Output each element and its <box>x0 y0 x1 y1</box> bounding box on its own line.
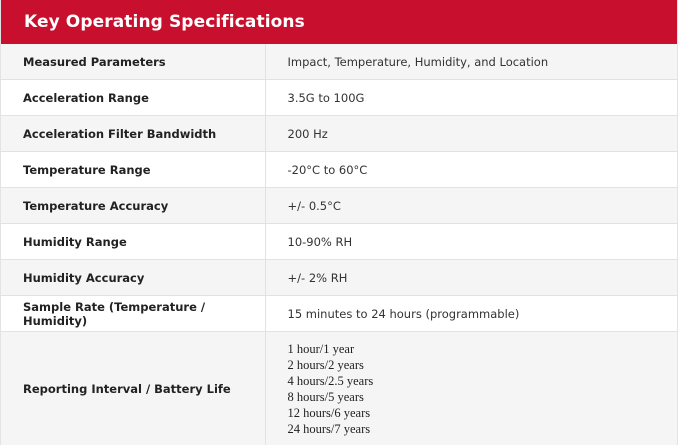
spec-row-acceleration-range: Acceleration Range 3.5G to 100G <box>1 79 677 116</box>
reporting-option: 2 hours/2 years <box>287 357 364 372</box>
specifications-title: Key Operating Specifications <box>1 0 677 44</box>
spec-label: Measured Parameters <box>1 44 266 80</box>
spec-value: Impact, Temperature, Humidity, and Locat… <box>265 44 677 80</box>
reporting-option: 1 hour/1 year <box>287 341 355 356</box>
reporting-option: 24 hours/7 years <box>287 421 371 436</box>
spec-row-humidity-accuracy: Humidity Accuracy +/- 2% RH <box>1 259 677 296</box>
spec-value: +/- 0.5°C <box>265 187 677 224</box>
spec-label: Sample Rate (Temperature / Humidity) <box>1 295 266 332</box>
spec-value: 10-90% RH <box>265 223 677 260</box>
spec-row-measured-parameters: Measured Parameters Impact, Temperature,… <box>1 44 677 80</box>
spec-label: Humidity Range <box>1 223 266 260</box>
spec-label: Humidity Accuracy <box>1 259 266 296</box>
spec-label: Acceleration Range <box>1 79 266 116</box>
spec-value: 200 Hz <box>265 115 677 152</box>
spec-value: +/- 2% RH <box>265 259 677 296</box>
spec-row-sample-rate: Sample Rate (Temperature / Humidity) 15 … <box>1 295 677 332</box>
spec-row-temperature-accuracy: Temperature Accuracy +/- 0.5°C <box>1 187 677 224</box>
reporting-option: 4 hours/2.5 years <box>287 373 374 388</box>
spec-value-list: 1 hour/1 year 2 hours/2 years 4 hours/2.… <box>265 331 677 445</box>
spec-row-humidity-range: Humidity Range 10-90% RH <box>1 223 677 260</box>
spec-row-acceleration-filter-bandwidth: Acceleration Filter Bandwidth 200 Hz <box>1 115 677 152</box>
spec-label: Temperature Range <box>1 151 266 188</box>
spec-label: Temperature Accuracy <box>1 187 266 224</box>
reporting-option: 12 hours/6 years <box>287 405 371 420</box>
spec-label: Acceleration Filter Bandwidth <box>1 115 266 152</box>
specifications-table: Measured Parameters Impact, Temperature,… <box>1 44 677 445</box>
spec-value: 15 minutes to 24 hours (programmable) <box>265 295 677 332</box>
spec-label: Reporting Interval / Battery Life <box>1 331 266 445</box>
reporting-option: 8 hours/5 years <box>287 389 364 404</box>
spec-row-temperature-range: Temperature Range -20°C to 60°C <box>1 151 677 188</box>
spec-value: 3.5G to 100G <box>265 79 677 116</box>
spec-row-reporting-interval: Reporting Interval / Battery Life 1 hour… <box>1 331 677 445</box>
spec-value: -20°C to 60°C <box>265 151 677 188</box>
